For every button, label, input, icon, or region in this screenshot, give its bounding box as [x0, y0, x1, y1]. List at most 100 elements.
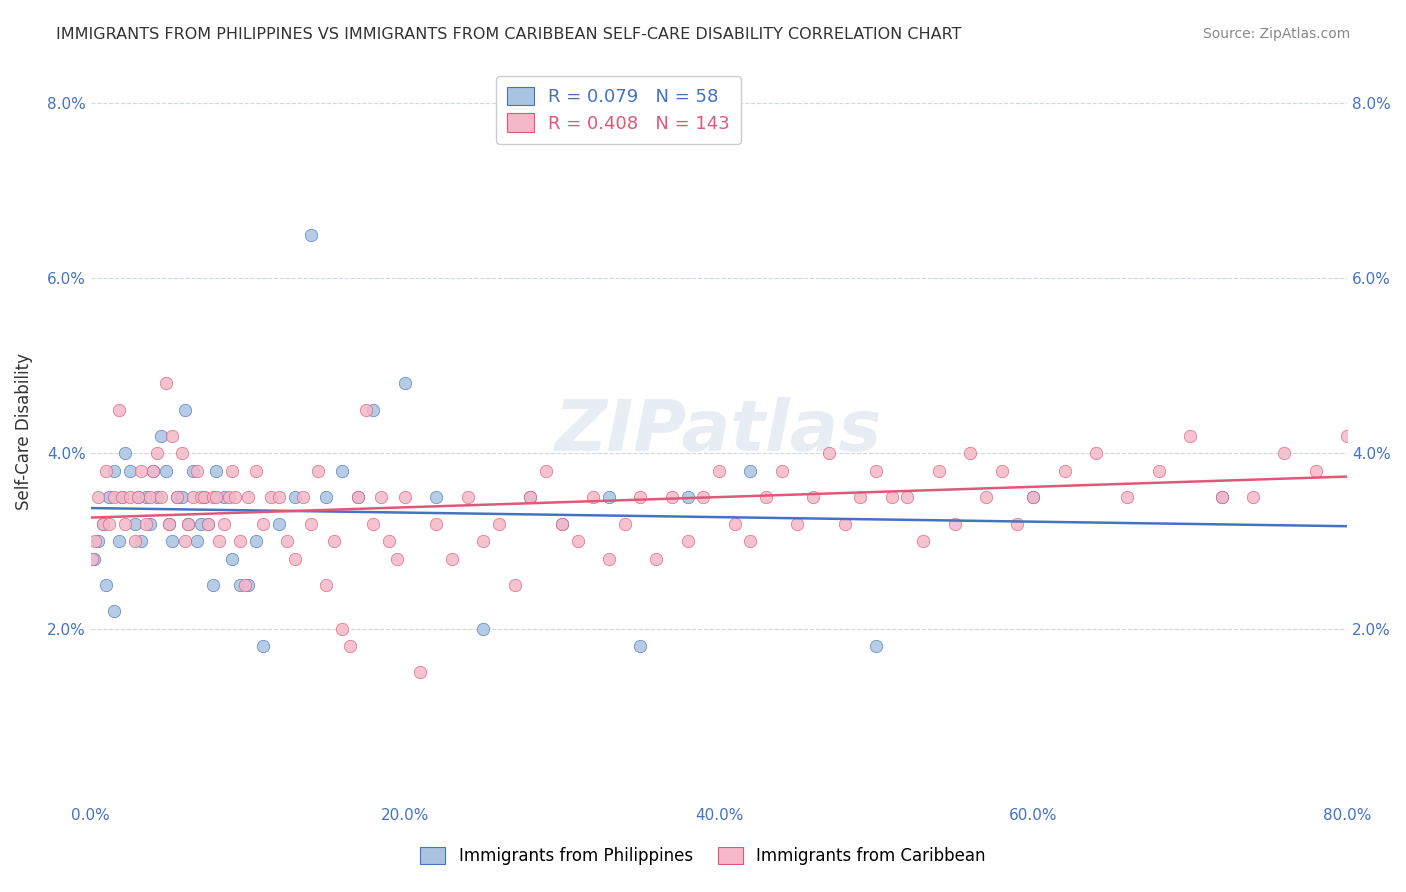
Point	[457, 490, 479, 504]
Point	[849, 490, 872, 504]
Point	[519, 490, 541, 504]
Point	[1336, 429, 1358, 443]
Point	[880, 490, 903, 504]
Point	[205, 464, 228, 478]
Point	[724, 516, 747, 531]
Point	[177, 516, 200, 531]
Point	[315, 578, 337, 592]
Point	[928, 464, 950, 478]
Point	[385, 551, 408, 566]
Point	[770, 464, 793, 478]
Point	[129, 534, 152, 549]
Point	[363, 402, 385, 417]
Point	[1116, 490, 1139, 504]
Point	[103, 604, 125, 618]
Y-axis label: Self-Care Disability: Self-Care Disability	[15, 353, 32, 510]
Point	[108, 534, 131, 549]
Point	[818, 446, 841, 460]
Point	[676, 490, 699, 504]
Point	[181, 490, 204, 504]
Point	[197, 516, 219, 531]
Point	[127, 490, 149, 504]
Point	[124, 534, 146, 549]
Point	[170, 490, 193, 504]
Point	[1007, 516, 1029, 531]
Point	[567, 534, 589, 549]
Point	[252, 639, 274, 653]
Point	[323, 534, 346, 549]
Text: IMMIGRANTS FROM PHILIPPINES VS IMMIGRANTS FROM CARIBBEAN SELF-CARE DISABILITY CO: IMMIGRANTS FROM PHILIPPINES VS IMMIGRANT…	[56, 27, 962, 42]
Point	[129, 464, 152, 478]
Point	[173, 534, 195, 549]
Point	[124, 516, 146, 531]
Point	[354, 402, 377, 417]
Point	[186, 534, 208, 549]
Point	[472, 622, 495, 636]
Point	[1022, 490, 1045, 504]
Point	[299, 516, 322, 531]
Point	[707, 464, 730, 478]
Point	[236, 578, 259, 592]
Point	[145, 446, 167, 460]
Point	[170, 446, 193, 460]
Point	[139, 516, 162, 531]
Point	[896, 490, 918, 504]
Point	[425, 490, 447, 504]
Point	[208, 534, 231, 549]
Point	[252, 516, 274, 531]
Point	[114, 446, 136, 460]
Point	[193, 490, 215, 504]
Point	[166, 490, 188, 504]
Point	[202, 578, 225, 592]
Point	[1368, 490, 1391, 504]
Point	[315, 490, 337, 504]
Point	[233, 578, 256, 592]
Point	[330, 464, 353, 478]
Point	[291, 490, 314, 504]
Point	[598, 551, 620, 566]
Point	[1147, 464, 1170, 478]
Point	[519, 490, 541, 504]
Legend: R = 0.079   N = 58, R = 0.408   N = 143: R = 0.079 N = 58, R = 0.408 N = 143	[496, 76, 741, 144]
Point	[645, 551, 668, 566]
Point	[865, 639, 887, 653]
Point	[1241, 490, 1264, 504]
Point	[118, 464, 141, 478]
Point	[330, 622, 353, 636]
Point	[786, 516, 808, 531]
Point	[150, 490, 173, 504]
Point	[551, 516, 574, 531]
Point	[1274, 446, 1296, 460]
Point	[1180, 429, 1202, 443]
Point	[378, 534, 401, 549]
Point	[166, 490, 188, 504]
Point	[628, 490, 651, 504]
Point	[488, 516, 510, 531]
Point	[229, 534, 252, 549]
Point	[135, 490, 157, 504]
Point	[118, 490, 141, 504]
Point	[84, 534, 107, 549]
Point	[245, 534, 267, 549]
Point	[111, 490, 134, 504]
Text: Source: ZipAtlas.com: Source: ZipAtlas.com	[1202, 27, 1350, 41]
Point	[103, 464, 125, 478]
Point	[1211, 490, 1233, 504]
Point	[190, 516, 212, 531]
Point	[197, 516, 219, 531]
Point	[628, 639, 651, 653]
Point	[221, 464, 243, 478]
Point	[142, 464, 165, 478]
Point	[339, 639, 361, 653]
Point	[1305, 464, 1327, 478]
Point	[503, 578, 526, 592]
Point	[534, 464, 557, 478]
Point	[409, 665, 432, 680]
Point	[943, 516, 966, 531]
Point	[202, 490, 225, 504]
Point	[276, 534, 298, 549]
Text: ZIPatlas: ZIPatlas	[555, 397, 883, 467]
Point	[661, 490, 683, 504]
Point	[346, 490, 368, 504]
Point	[692, 490, 714, 504]
